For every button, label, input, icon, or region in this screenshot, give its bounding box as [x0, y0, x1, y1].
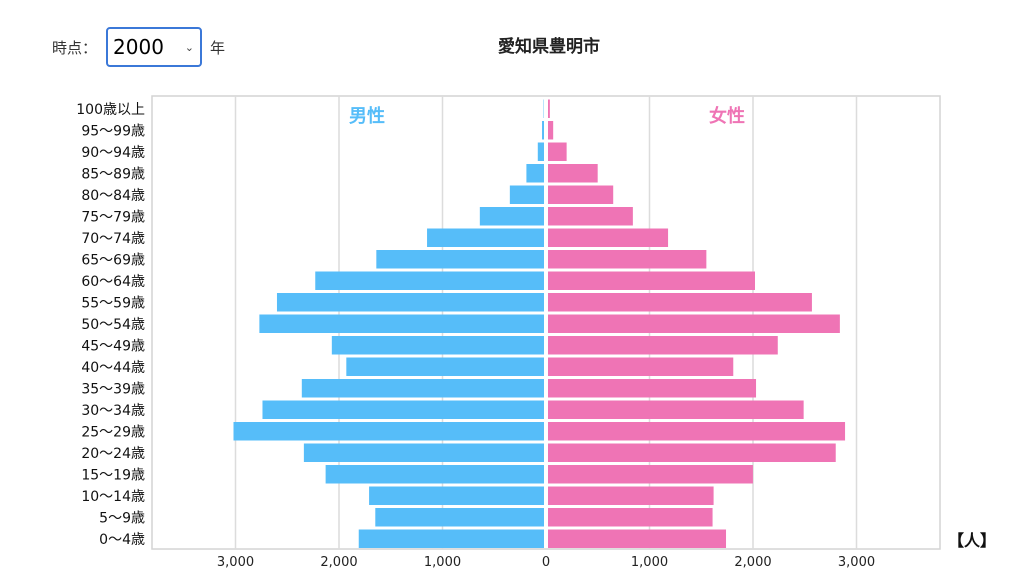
bar-female [548, 443, 836, 462]
x-tick-label: 3,000 [217, 555, 254, 570]
bar-male [537, 142, 544, 161]
bar-male [526, 164, 544, 183]
time-controls: 時点： 2000 ⌄ 年 [52, 27, 225, 67]
age-group-label: 60〜64歳 [81, 274, 145, 290]
age-group-label: 25〜29歳 [81, 424, 145, 440]
bar-male [509, 185, 544, 204]
age-group-label: 100歳以上 [76, 102, 145, 118]
series-label-male: 男性 [349, 105, 385, 127]
bar-male [315, 271, 544, 290]
bar-male [259, 314, 544, 333]
bar-female [548, 465, 753, 484]
bar-female [548, 379, 757, 398]
age-group-label: 70〜74歳 [81, 231, 145, 247]
age-group-label: 85〜89歳 [81, 166, 145, 182]
bar-female [548, 336, 778, 355]
age-group-label: 75〜79歳 [81, 209, 145, 225]
age-group-label: 0〜4歳 [99, 532, 145, 548]
bar-female [548, 185, 614, 204]
x-tick-label: 3,000 [838, 555, 875, 570]
x-tick-label: 1,000 [424, 555, 461, 570]
bar-male [276, 293, 544, 312]
bar-male [331, 336, 544, 355]
bar-male [427, 228, 544, 247]
bar-female [548, 314, 840, 333]
bar-male [479, 207, 544, 226]
age-group-label: 45〜49歳 [81, 338, 145, 354]
age-group-label: 10〜14歳 [81, 489, 145, 505]
age-group-label: 35〜39歳 [81, 381, 145, 397]
age-group-label: 20〜24歳 [81, 446, 145, 462]
bar-male [233, 422, 544, 441]
bar-male [303, 443, 544, 462]
age-group-label: 90〜94歳 [81, 145, 145, 161]
plot-frame [151, 95, 941, 550]
x-tick-label: 2,000 [734, 555, 771, 570]
bar-male [358, 529, 544, 548]
age-group-label: 80〜84歳 [81, 188, 145, 204]
bar-female [548, 486, 714, 505]
year-unit-label: 年 [210, 38, 226, 57]
bar-male [325, 465, 544, 484]
bar-female [548, 400, 804, 419]
age-group-label: 50〜54歳 [81, 317, 145, 333]
year-select-value: 2000 [113, 35, 164, 59]
age-group-label: 15〜19歳 [81, 467, 145, 483]
x-tick-label: 2,000 [320, 555, 357, 570]
age-group-label: 65〜69歳 [81, 252, 145, 268]
bar-female [548, 250, 707, 269]
bar-female [548, 207, 633, 226]
bar-male [301, 379, 544, 398]
age-group-label: 5〜9歳 [99, 510, 145, 526]
x-tick-label: 1,000 [631, 555, 668, 570]
bar-female [548, 142, 567, 161]
chart-title: 愛知県豊明市 [498, 37, 600, 57]
bar-male [346, 357, 544, 376]
bar-male [262, 400, 544, 419]
bar-female [548, 529, 727, 548]
bar-male [376, 250, 544, 269]
bar-female [548, 508, 713, 527]
bar-female [548, 164, 598, 183]
bar-female [548, 121, 554, 140]
bar-female [548, 228, 669, 247]
bar-male [375, 508, 544, 527]
age-group-label: 30〜34歳 [81, 403, 145, 419]
bar-female [548, 357, 734, 376]
year-select[interactable]: 2000 ⌄ [106, 27, 203, 67]
series-label-female: 女性 [709, 105, 745, 127]
age-group-label: 55〜59歳 [81, 295, 145, 311]
unit-label: 【人】 [948, 531, 997, 550]
bar-female [548, 99, 550, 118]
age-group-label: 40〜44歳 [81, 360, 145, 376]
time-label: 時点： [52, 38, 98, 57]
bar-female [548, 293, 812, 312]
bar-female [548, 271, 755, 290]
age-group-label: 95〜99歳 [81, 123, 145, 139]
bar-male [369, 486, 544, 505]
bar-male [542, 121, 544, 140]
chevron-down-icon: ⌄ [184, 40, 195, 54]
x-tick-label: 0 [542, 555, 550, 570]
bar-female [548, 422, 846, 441]
